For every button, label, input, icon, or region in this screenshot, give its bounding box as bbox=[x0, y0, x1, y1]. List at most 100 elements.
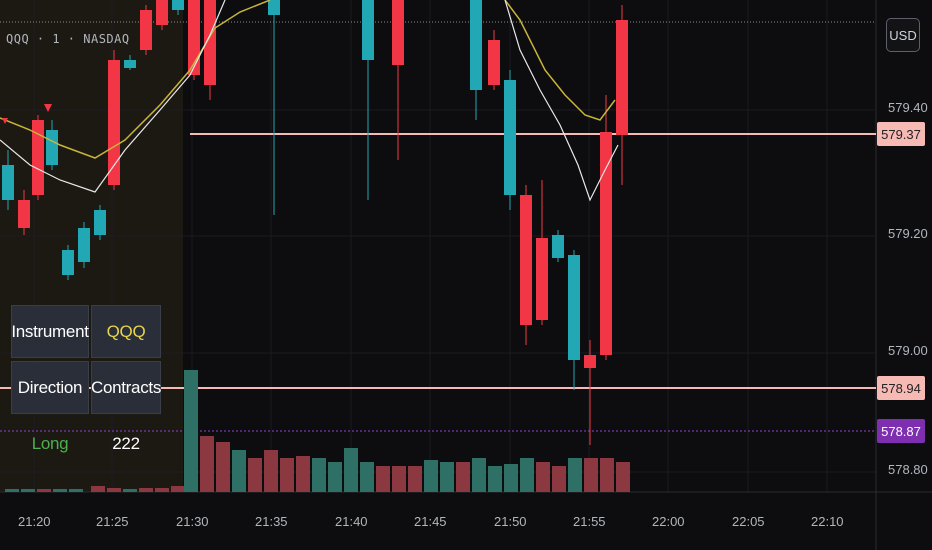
time-label: 21:40 bbox=[335, 514, 368, 529]
candle-body bbox=[520, 195, 532, 325]
volume-bar bbox=[440, 462, 454, 492]
ma-fast-line bbox=[0, 0, 226, 193]
candle-body bbox=[204, 0, 216, 85]
price-tag-current: 578.87 bbox=[877, 419, 925, 443]
volume-bar bbox=[536, 462, 550, 492]
ma-slow-line bbox=[504, 0, 616, 121]
sell-signal-marker bbox=[44, 104, 52, 112]
candle-body bbox=[552, 235, 564, 258]
time-label: 22:10 bbox=[811, 514, 844, 529]
volume-bar bbox=[600, 458, 614, 492]
contracts-value: 222 bbox=[112, 434, 140, 453]
volume-bar bbox=[408, 466, 422, 492]
candle-body bbox=[18, 200, 30, 228]
volume-bar bbox=[232, 450, 246, 492]
candle-body bbox=[268, 0, 280, 15]
currency-button[interactable]: USD bbox=[886, 18, 920, 52]
candle-body bbox=[156, 0, 168, 25]
time-label: 21:50 bbox=[494, 514, 527, 529]
volume-bar bbox=[53, 489, 67, 492]
ma-slow-line bbox=[0, 0, 271, 159]
instrument-value: QQQ bbox=[91, 305, 161, 358]
volume-bar bbox=[155, 488, 169, 492]
price-label: 579.00 bbox=[888, 343, 928, 358]
time-label: 21:30 bbox=[176, 514, 209, 529]
candle-body bbox=[600, 132, 612, 355]
candle-body bbox=[188, 0, 200, 75]
sell-signal-marker bbox=[2, 118, 8, 124]
volume-bar bbox=[456, 462, 470, 492]
time-label: 21:45 bbox=[414, 514, 447, 529]
volume-bar bbox=[123, 489, 137, 492]
volume-bar bbox=[200, 436, 214, 492]
candle-body bbox=[62, 250, 74, 275]
volume-bar bbox=[616, 462, 630, 492]
candle-body bbox=[124, 60, 136, 68]
volume-bar bbox=[184, 370, 198, 492]
candle-body bbox=[94, 210, 106, 235]
time-label: 21:20 bbox=[18, 514, 51, 529]
volume-bar bbox=[107, 488, 121, 492]
candle-body bbox=[392, 0, 404, 65]
volume-bar bbox=[504, 464, 518, 492]
volume-bar bbox=[37, 489, 51, 492]
volume-bar bbox=[216, 442, 230, 492]
volume-bar bbox=[69, 489, 83, 492]
volume-bar bbox=[296, 456, 310, 492]
candle-body bbox=[568, 255, 580, 360]
candle-body bbox=[32, 120, 44, 195]
time-label: 21:55 bbox=[573, 514, 606, 529]
price-tag-level: 578.94 bbox=[877, 376, 925, 400]
price-tag-level: 579.37 bbox=[877, 122, 925, 146]
volume-bar bbox=[344, 448, 358, 492]
volume-bar bbox=[376, 466, 390, 492]
volume-bar bbox=[280, 458, 294, 492]
price-label: 579.40 bbox=[888, 100, 928, 115]
candle-body bbox=[172, 0, 184, 10]
candle-body bbox=[504, 80, 516, 195]
candle-body bbox=[536, 238, 548, 320]
contracts-label: Contracts bbox=[91, 361, 161, 414]
volume-bar bbox=[584, 458, 598, 492]
candle-body bbox=[362, 0, 374, 60]
candle-body bbox=[616, 20, 628, 135]
volume-bar bbox=[171, 486, 185, 492]
volume-bar bbox=[264, 450, 278, 492]
price-label: 578.80 bbox=[888, 462, 928, 477]
candle-body bbox=[108, 60, 120, 185]
symbol-legend: QQQ · 1 · NASDAQ bbox=[6, 32, 130, 46]
direction-label: Direction bbox=[11, 361, 89, 414]
volume-bar bbox=[360, 462, 374, 492]
direction-value: Long bbox=[31, 434, 69, 453]
time-label: 21:35 bbox=[255, 514, 288, 529]
volume-bar bbox=[5, 489, 19, 492]
ma-fast-line bbox=[504, 0, 619, 202]
volume-bar bbox=[472, 458, 486, 492]
candle-body bbox=[2, 165, 14, 200]
time-label: 22:05 bbox=[732, 514, 765, 529]
volume-bar bbox=[328, 462, 342, 492]
candle-body bbox=[470, 0, 482, 90]
volume-bar bbox=[139, 488, 153, 492]
volume-bar bbox=[552, 466, 566, 492]
volume-bar bbox=[520, 458, 534, 492]
volume-bar bbox=[488, 466, 502, 492]
volume-bar bbox=[424, 460, 438, 492]
price-label: 579.20 bbox=[888, 226, 928, 241]
candle-body bbox=[140, 10, 152, 50]
volume-bar bbox=[21, 489, 35, 492]
candle-body bbox=[488, 40, 500, 85]
time-label: 21:25 bbox=[96, 514, 129, 529]
candle-body bbox=[78, 228, 90, 262]
candle-body bbox=[46, 130, 58, 165]
volume-bar bbox=[392, 466, 406, 492]
time-label: 22:00 bbox=[652, 514, 685, 529]
session-shade bbox=[0, 0, 183, 492]
volume-bar bbox=[248, 458, 262, 492]
volume-bar bbox=[312, 458, 326, 492]
volume-bar bbox=[91, 486, 105, 492]
candle-body bbox=[584, 355, 596, 368]
volume-bar bbox=[568, 458, 582, 492]
